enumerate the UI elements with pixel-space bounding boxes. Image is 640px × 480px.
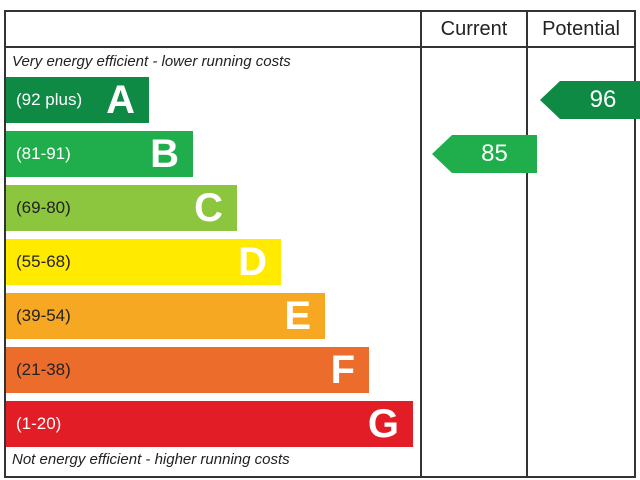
band-letter: C [194, 186, 223, 230]
band-range-label: (69-80) [16, 198, 71, 217]
band-range-label: (81-91) [16, 144, 71, 163]
band-range-label: (55-68) [16, 252, 71, 271]
band-letter: F [330, 348, 355, 392]
top-note: Very energy efficient - lower running co… [12, 53, 291, 70]
potential-rating-value: 96 [560, 81, 640, 119]
band-c: (69-80) C [6, 185, 237, 231]
band-a: (92 plus) A [6, 77, 149, 123]
chart-frame [4, 10, 636, 478]
potential-column-header: Potential [542, 18, 620, 40]
current-column-divider [420, 10, 422, 478]
current-rating-arrow: 85 [432, 135, 537, 173]
band-letter: G [367, 402, 399, 446]
band-letter: D [238, 240, 267, 284]
current-rating-value: 85 [452, 135, 537, 173]
header-divider [4, 46, 636, 48]
current-column-header: Current [440, 18, 508, 40]
band-d: (55-68) D [6, 239, 281, 285]
band-f: (21-38) F [6, 347, 369, 393]
potential-column-divider [526, 10, 528, 478]
band-range-label: (21-38) [16, 360, 71, 379]
potential-rating-arrow: 96 [540, 81, 640, 119]
band-letter: B [150, 132, 179, 176]
arrow-tip [432, 135, 452, 173]
band-b: (81-91) B [6, 131, 193, 177]
bottom-note: Not energy efficient - higher running co… [12, 451, 290, 468]
band-g: (1-20) G [6, 401, 413, 447]
band-e: (39-54) E [6, 293, 325, 339]
arrow-tip [540, 81, 560, 119]
band-letter: E [284, 294, 311, 338]
band-range-label: (92 plus) [16, 90, 83, 109]
band-letter: A [106, 78, 135, 122]
band-range-label: (1-20) [16, 414, 62, 433]
band-range-label: (39-54) [16, 306, 71, 325]
